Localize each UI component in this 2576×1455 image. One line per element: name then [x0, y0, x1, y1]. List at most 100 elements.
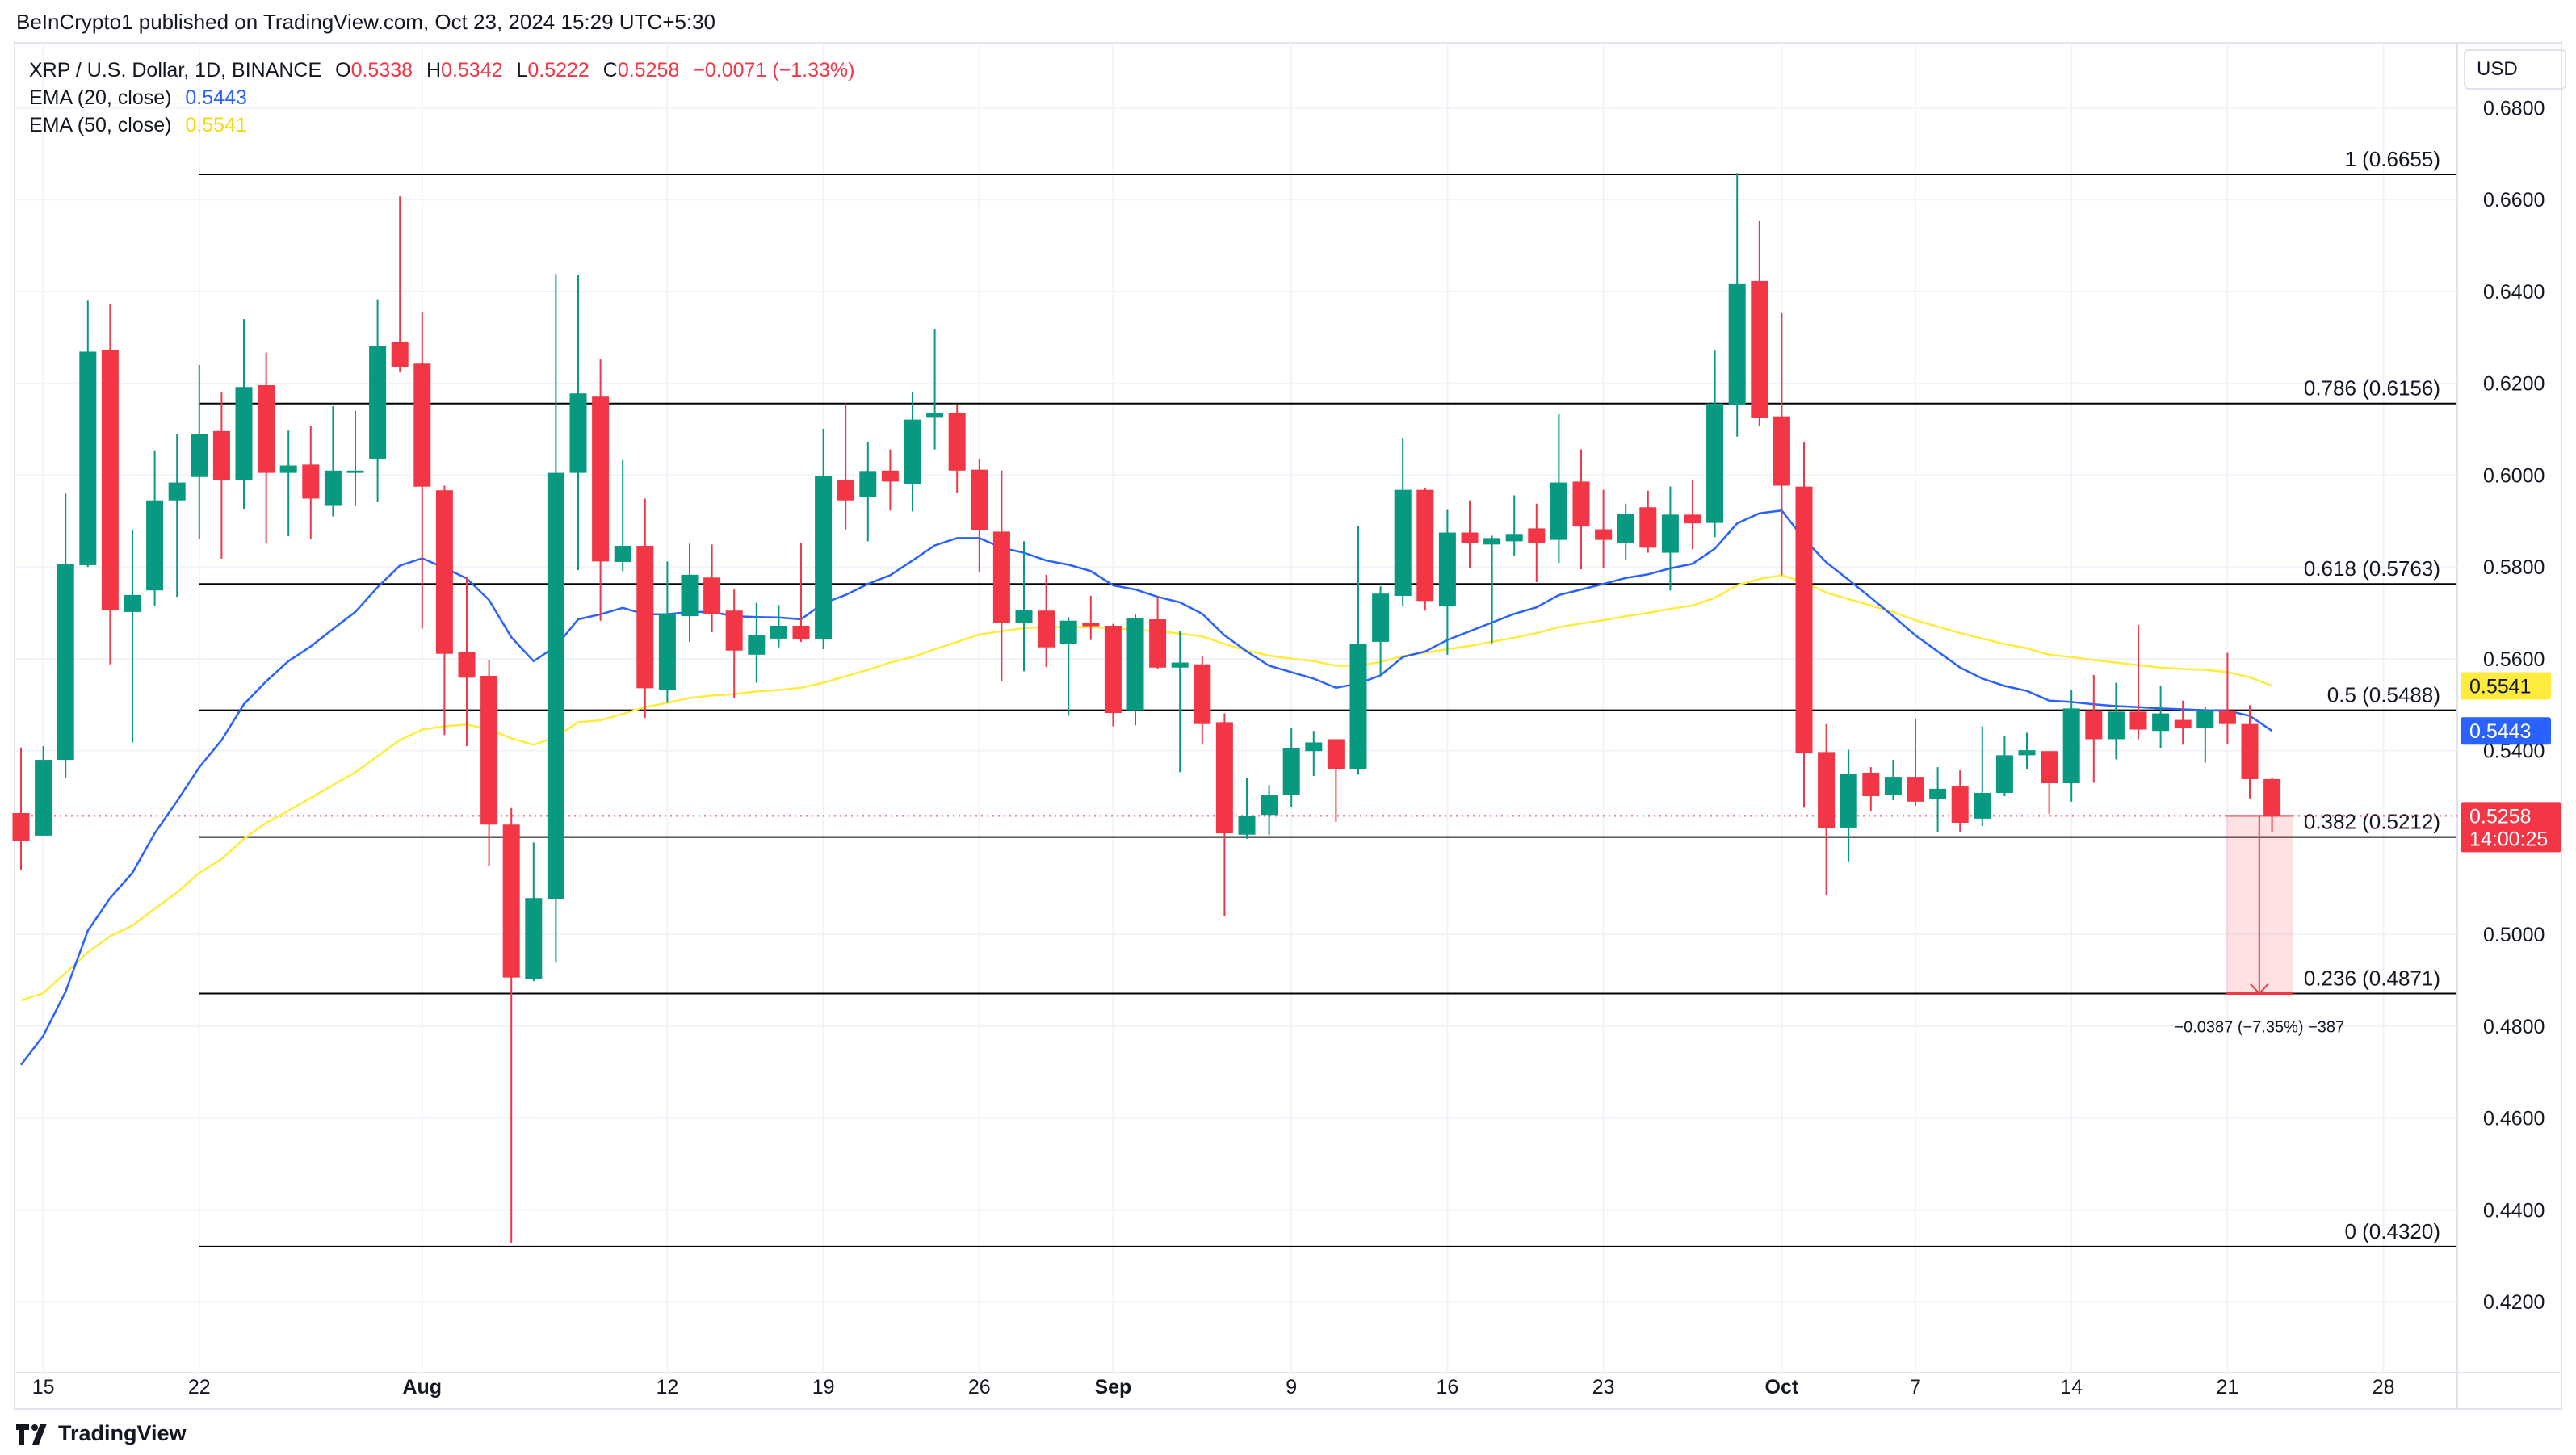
candle — [1416, 487, 1434, 611]
candle-body — [258, 384, 275, 473]
candle-body — [592, 396, 610, 562]
fib-level-label: 0.618 (0.5763) — [2304, 556, 2440, 581]
candle — [1305, 731, 1323, 776]
close-label: C — [602, 59, 618, 82]
x-tick-label: 22 — [188, 1376, 211, 1398]
candle — [971, 459, 988, 573]
candle-body — [1528, 528, 1546, 543]
candle-body — [1215, 722, 1233, 834]
candle-body — [2196, 710, 2214, 728]
candle — [948, 405, 966, 493]
candle-body — [146, 500, 164, 591]
candle-body — [1394, 489, 1412, 597]
ema20-price-badge-box — [2461, 717, 2551, 745]
x-tick-label: 23 — [1592, 1376, 1615, 1398]
candle-body — [1238, 816, 1256, 835]
candle-body — [1104, 625, 1122, 714]
candle-body — [948, 413, 966, 471]
fib-level-label: 1 (0.6655) — [2344, 147, 2440, 171]
candle-body — [2241, 723, 2259, 779]
x-tick-label: 21 — [2216, 1376, 2238, 1398]
candle — [703, 544, 721, 632]
fib-level-label: 0.786 (0.6156) — [2304, 376, 2440, 400]
candle-body — [1751, 280, 1768, 418]
candle-body — [2152, 713, 2170, 732]
candle — [502, 807, 520, 1243]
candle — [1082, 596, 1100, 640]
candle — [770, 605, 787, 648]
candle-body — [1995, 755, 2013, 794]
candle — [1528, 503, 1546, 582]
candle — [636, 498, 654, 719]
x-tick-label: 7 — [1910, 1376, 1921, 1398]
candle — [1550, 413, 1567, 564]
candle — [1149, 597, 1167, 669]
candle — [725, 589, 743, 698]
candle-body — [1661, 514, 1679, 553]
last-price-badge-text: 0.5258 — [2469, 805, 2531, 828]
candle — [346, 410, 364, 506]
ema50-legend[interactable]: EMA (50, close) 0.5541 — [29, 111, 854, 139]
candle — [1706, 350, 1724, 538]
candle — [324, 406, 342, 517]
candle-body — [79, 351, 97, 565]
candle-body — [1282, 748, 1300, 795]
close-value: 0.5258 — [617, 59, 680, 82]
y-tick-label: 0.4800 — [2483, 1016, 2545, 1038]
candle-body — [1884, 777, 1902, 795]
y-tick-label: 0.4600 — [2483, 1108, 2545, 1130]
candles — [12, 173, 2281, 1243]
fib-level-label: 0 (0.4320) — [2344, 1219, 2440, 1243]
candle — [1884, 760, 1902, 801]
candle-body — [1349, 644, 1367, 769]
candle-body — [1639, 507, 1657, 548]
candle — [369, 299, 387, 503]
ema20-legend[interactable]: EMA (20, close) 0.5443 — [29, 84, 854, 111]
candle — [391, 196, 409, 373]
ema20-line — [20, 509, 2273, 1066]
candle-body — [992, 531, 1010, 623]
tradingview-wordmark: TradingView — [58, 1421, 187, 1445]
candle-body — [1595, 529, 1613, 540]
candle — [1572, 449, 1590, 570]
x-tick-label: Sep — [1094, 1376, 1131, 1398]
candle — [168, 434, 186, 598]
candle — [1751, 220, 1768, 427]
candle — [1951, 770, 1969, 832]
candle — [2085, 674, 2103, 783]
candle-body — [1483, 538, 1501, 545]
candle — [1438, 509, 1456, 655]
candle-body — [413, 363, 431, 487]
x-tick-label: 9 — [1286, 1376, 1297, 1398]
candle — [1728, 173, 1746, 437]
candle-body — [904, 419, 921, 484]
candle-body — [1194, 664, 1211, 724]
x-tick-label: 15 — [32, 1376, 55, 1398]
candle-body — [435, 490, 453, 654]
candle-body — [212, 430, 230, 480]
candle-body — [35, 760, 52, 836]
candle — [79, 300, 97, 568]
candle-body — [1795, 486, 1813, 754]
open-value: 0.5338 — [350, 59, 413, 82]
candle — [992, 470, 1010, 681]
candle — [1282, 728, 1300, 807]
symbol-legend[interactable]: XRP / U.S. Dollar, 1D, BINANCE O0.5338 H… — [29, 57, 854, 84]
candle — [837, 403, 854, 530]
y-tick-label: 0.6200 — [2483, 373, 2545, 396]
candle-body — [658, 614, 676, 690]
tradingview-logo[interactable]: TradingView — [16, 1421, 187, 1446]
candle-body — [502, 824, 520, 978]
candle-body — [815, 476, 833, 640]
candle — [413, 312, 431, 629]
y-tick-label: 0.4200 — [2483, 1291, 2545, 1314]
currency-button[interactable]: USD — [2464, 49, 2566, 90]
candle — [525, 842, 543, 982]
candle — [1461, 500, 1479, 568]
candle-body — [369, 346, 387, 459]
candle — [1015, 541, 1033, 672]
last-price-badge-box — [2461, 802, 2561, 853]
candle-body — [12, 813, 30, 841]
candle — [614, 459, 631, 572]
